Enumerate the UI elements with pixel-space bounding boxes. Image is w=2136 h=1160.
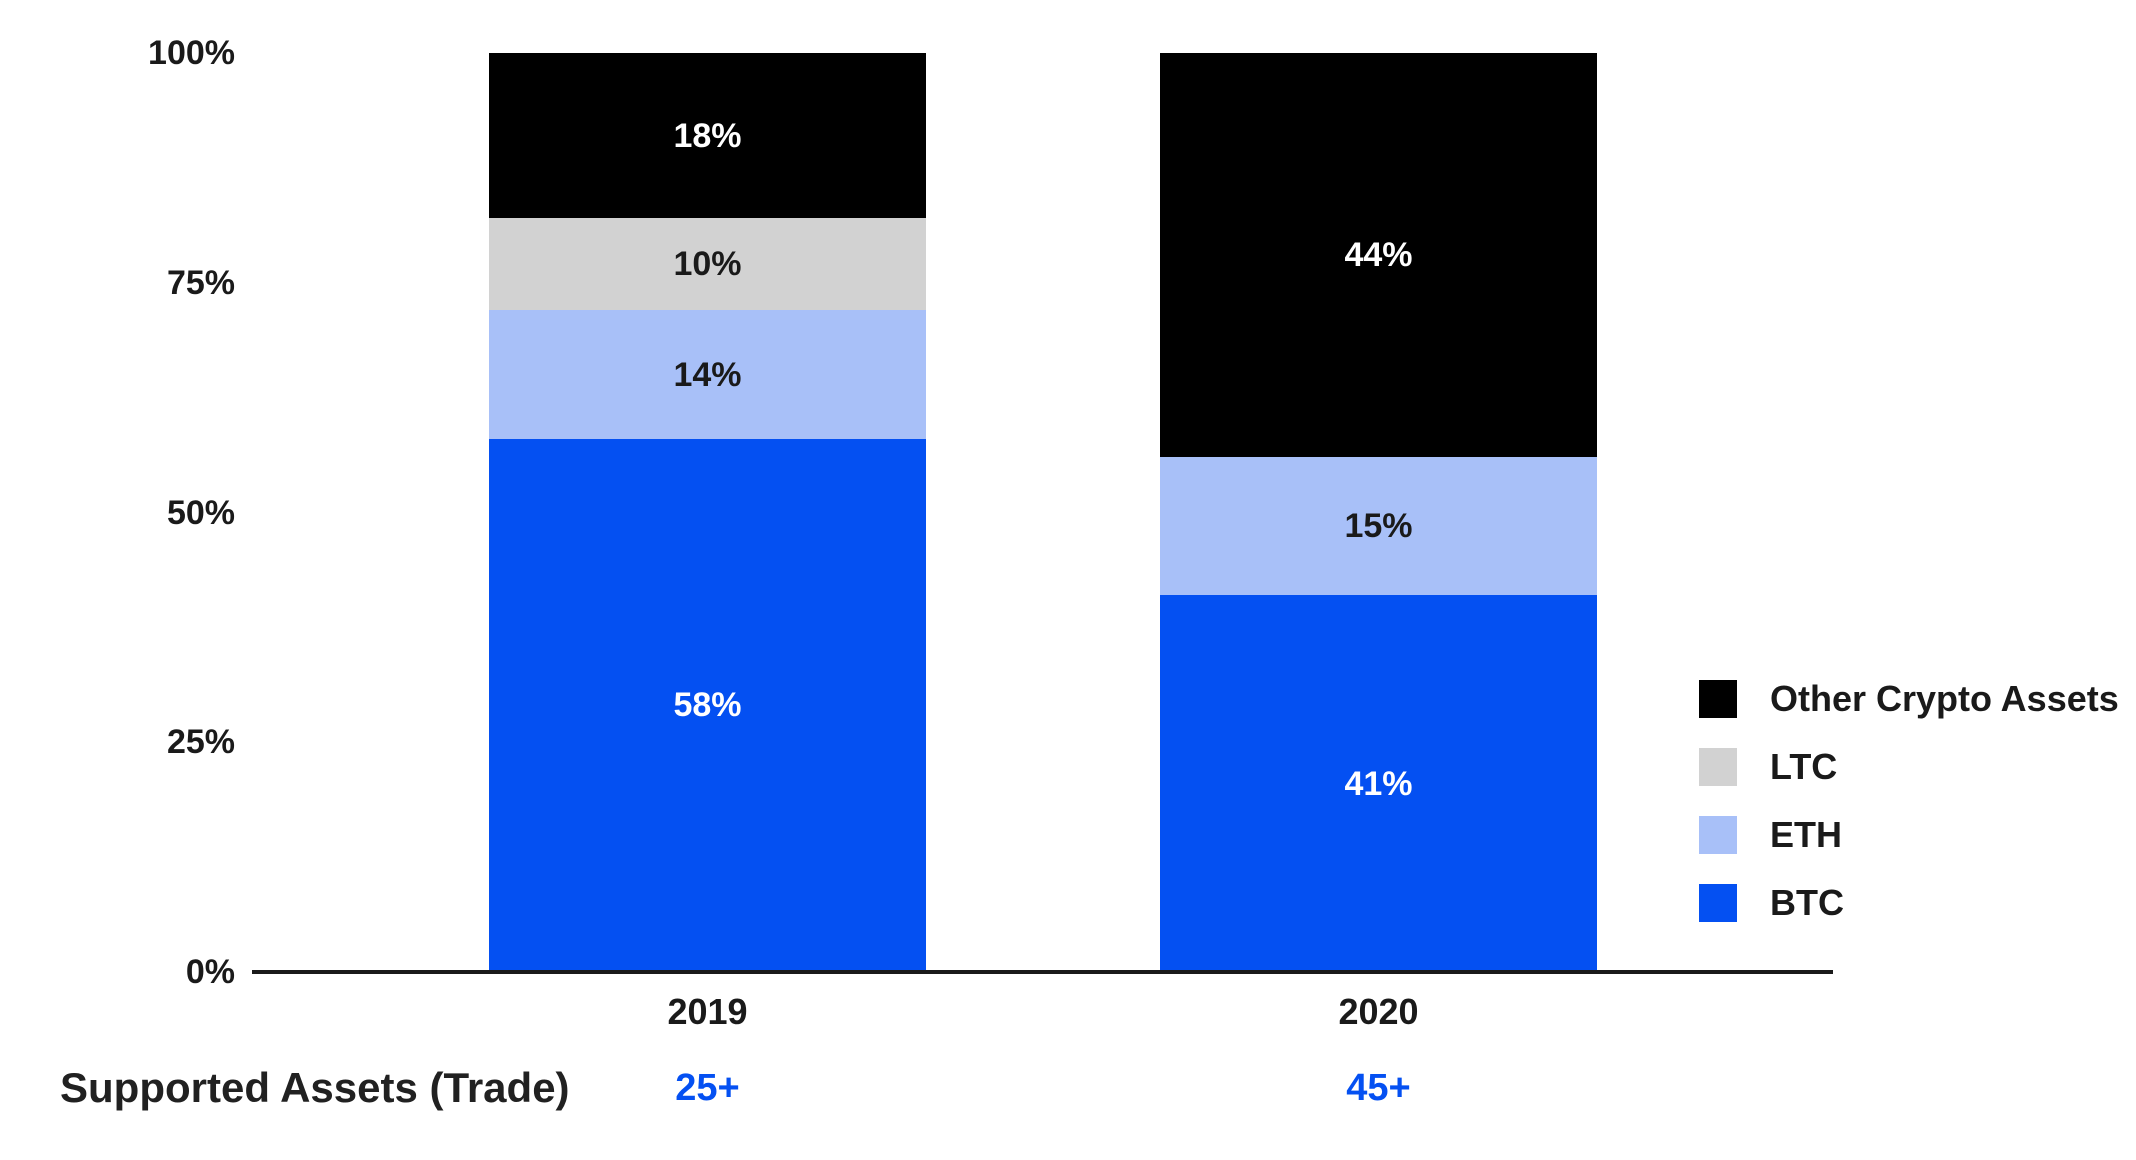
segment-value-label: 58% bbox=[673, 686, 742, 725]
segment-value-label: 15% bbox=[1344, 507, 1413, 546]
y-axis-tick-50: 50% bbox=[166, 493, 235, 532]
legend-swatch-ltc bbox=[1699, 748, 1737, 786]
bar-segment-eth-2020: 15% bbox=[1160, 457, 1597, 596]
legend-label-ltc: LTC bbox=[1770, 746, 1838, 787]
legend-label-btc: BTC bbox=[1770, 882, 1844, 923]
y-axis-tick-75: 75% bbox=[166, 263, 235, 302]
bar-segment-btc-2019: 58% bbox=[489, 438, 926, 972]
x-axis-label-2019: 2019 bbox=[667, 991, 748, 1032]
bar-segment-btc-2020: 41% bbox=[1160, 595, 1597, 972]
y-axis-tick-100: 100% bbox=[148, 34, 235, 72]
supported-assets-value-2020: 45+ bbox=[1346, 1067, 1411, 1109]
bar-segment-other-crypto-assets-2020: 44% bbox=[1160, 53, 1597, 458]
segment-value-label: 41% bbox=[1344, 764, 1413, 803]
y-axis-tick-0: 0% bbox=[185, 953, 235, 991]
bar-segment-other-crypto-assets-2019: 18% bbox=[489, 53, 926, 219]
footer-row-label: Supported Assets (Trade) bbox=[60, 1064, 570, 1111]
legend-label-eth: ETH bbox=[1770, 814, 1842, 855]
x-axis-baseline bbox=[252, 970, 1833, 974]
legend-label-other-crypto-assets: Other Crypto Assets bbox=[1770, 678, 2119, 719]
segment-value-label: 14% bbox=[673, 355, 742, 394]
supported-assets-value-2019: 25+ bbox=[675, 1067, 740, 1109]
legend-swatch-btc bbox=[1699, 884, 1737, 922]
segment-value-label: 10% bbox=[673, 245, 742, 284]
legend-swatch-other-crypto-assets bbox=[1699, 680, 1737, 718]
bar-segment-ltc-2019: 10% bbox=[489, 218, 926, 311]
segment-value-label: 44% bbox=[1344, 236, 1413, 275]
legend-swatch-eth bbox=[1699, 816, 1737, 854]
segment-value-label: 18% bbox=[673, 116, 742, 155]
bar-segment-eth-2019: 14% bbox=[489, 310, 926, 439]
y-axis-tick-25: 25% bbox=[166, 723, 235, 762]
x-axis-label-2020: 2020 bbox=[1338, 991, 1419, 1032]
